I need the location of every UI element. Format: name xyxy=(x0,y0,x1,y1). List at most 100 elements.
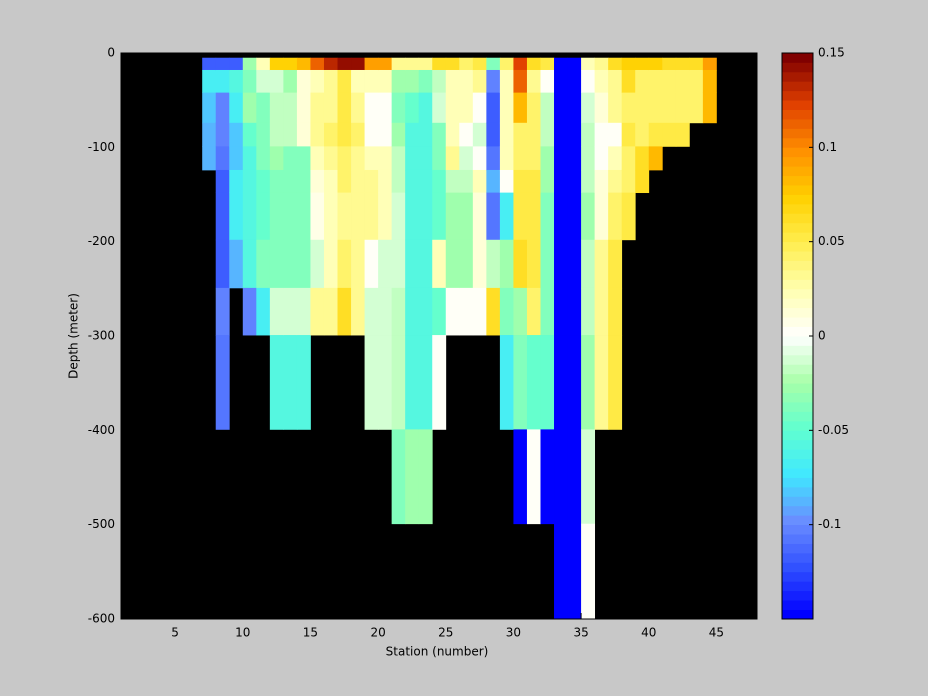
cell xyxy=(459,57,474,71)
cell xyxy=(540,169,555,194)
colorbar-step xyxy=(782,298,813,309)
cell xyxy=(513,429,528,525)
cell xyxy=(608,57,623,71)
cell xyxy=(310,287,325,336)
cell xyxy=(202,69,217,94)
cell xyxy=(256,239,271,289)
cell xyxy=(635,92,650,124)
colorbar-step xyxy=(782,194,813,205)
colorbar-step xyxy=(782,53,813,63)
x-tick-label: 20 xyxy=(370,626,385,640)
cell xyxy=(405,192,420,241)
cell xyxy=(702,69,717,94)
cell xyxy=(513,239,528,289)
cell xyxy=(526,122,541,147)
cell xyxy=(432,146,447,171)
cell xyxy=(486,92,501,124)
cell xyxy=(351,192,365,241)
cell xyxy=(513,287,528,336)
cell xyxy=(459,169,474,194)
cell xyxy=(432,287,447,336)
cell xyxy=(499,57,514,71)
y-axis-label: Depth (meter) xyxy=(67,293,81,379)
x-tick-label: 30 xyxy=(506,626,521,640)
cell xyxy=(513,335,528,430)
cell xyxy=(499,169,514,194)
colorbar-tick-label: -0.05 xyxy=(818,423,849,437)
cell xyxy=(432,335,447,430)
cell xyxy=(269,146,284,171)
cell xyxy=(391,122,406,147)
cell xyxy=(296,287,311,336)
cell xyxy=(202,57,217,71)
cell xyxy=(499,287,514,336)
cell xyxy=(526,192,541,241)
cell xyxy=(378,122,393,147)
cell xyxy=(554,169,568,194)
colorbar-step xyxy=(782,581,813,592)
cell xyxy=(445,146,460,171)
cell xyxy=(526,239,541,289)
cell xyxy=(608,335,623,430)
cell xyxy=(405,429,420,525)
cell xyxy=(608,69,623,94)
cell xyxy=(486,69,501,94)
cell xyxy=(242,239,257,289)
cell xyxy=(202,92,217,124)
cell xyxy=(283,146,298,171)
cell xyxy=(648,92,663,124)
colorbar-step xyxy=(782,336,813,346)
cell xyxy=(581,429,596,525)
cell xyxy=(405,239,420,289)
cell xyxy=(486,192,501,241)
cell xyxy=(459,122,474,147)
cell xyxy=(215,92,230,124)
cell xyxy=(526,287,541,336)
cell xyxy=(594,92,609,124)
cell xyxy=(337,192,352,241)
colorbar-step xyxy=(782,137,813,148)
cell xyxy=(459,69,474,94)
colorbar-step xyxy=(782,317,813,327)
colorbar-step xyxy=(782,354,813,365)
cell xyxy=(215,335,230,430)
cell xyxy=(445,239,460,289)
cell xyxy=(472,122,487,147)
cell xyxy=(364,169,379,194)
cell xyxy=(540,429,555,525)
cell xyxy=(567,57,582,71)
x-tick-label: 40 xyxy=(641,626,656,640)
cell xyxy=(648,69,663,94)
cell xyxy=(486,169,501,194)
colorbar-step xyxy=(782,269,813,280)
cell xyxy=(351,69,365,94)
colorbar-step xyxy=(782,524,813,535)
cell xyxy=(418,122,433,147)
cell xyxy=(526,169,541,194)
colorbar-step xyxy=(782,251,813,261)
cell xyxy=(445,287,460,336)
cell xyxy=(215,122,230,147)
cell xyxy=(269,169,284,194)
cell xyxy=(418,429,433,525)
cell xyxy=(337,287,352,336)
cell xyxy=(675,92,690,124)
cell xyxy=(513,169,528,194)
cell xyxy=(256,192,271,241)
colorbar-step xyxy=(782,166,813,177)
cell xyxy=(310,122,325,147)
cell xyxy=(418,239,433,289)
colorbar-step xyxy=(782,534,813,544)
cell xyxy=(378,169,393,194)
cell xyxy=(337,239,352,289)
colorbar-step xyxy=(782,185,813,195)
colorbar-step xyxy=(782,364,813,375)
cell xyxy=(499,335,514,430)
cell xyxy=(581,92,596,124)
cell xyxy=(540,239,555,289)
cell xyxy=(256,122,271,147)
cell xyxy=(608,239,623,289)
cell xyxy=(499,92,514,124)
cell xyxy=(499,69,514,94)
